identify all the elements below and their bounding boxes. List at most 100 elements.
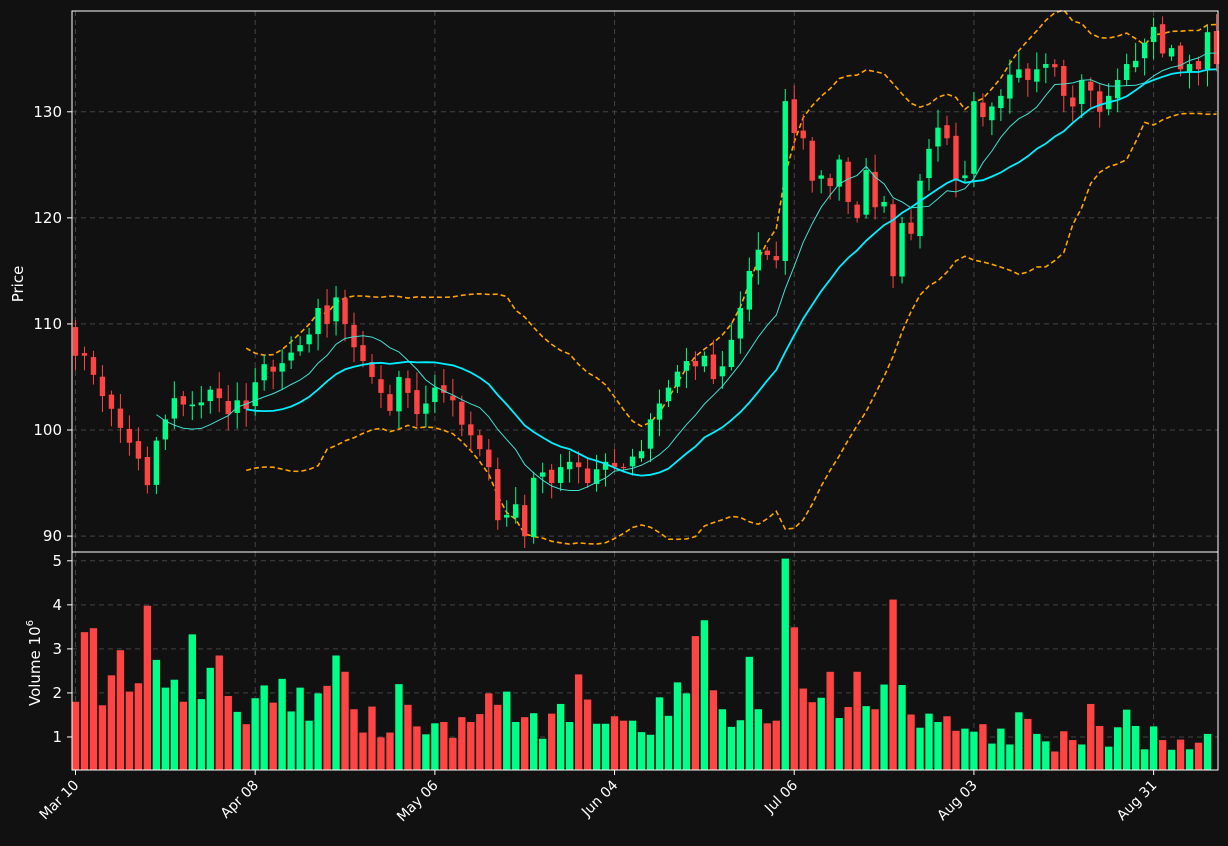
candle-body: [225, 401, 231, 415]
volume-bar: [251, 698, 259, 770]
volume-bar: [206, 667, 214, 770]
candle-body: [566, 461, 573, 470]
volume-tick-label: 5: [52, 552, 62, 570]
moving-average-lines: [156, 52, 1217, 491]
candle-body: [845, 161, 851, 202]
candles: [72, 14, 1220, 549]
candle-body: [270, 366, 276, 372]
candle-body: [396, 376, 402, 412]
candle-body: [378, 379, 384, 393]
volume-axis-label-text: Volume 10: [26, 626, 44, 706]
volume-bar: [467, 721, 475, 770]
candle-body: [432, 387, 438, 403]
candle-body: [1132, 60, 1139, 68]
bollinger-bands: [245, 9, 1217, 545]
volume-bar: [862, 706, 870, 770]
volume-bar: [1096, 725, 1104, 770]
volume-bar: [323, 685, 331, 770]
candle-body: [1168, 48, 1175, 57]
candle-body: [468, 424, 474, 436]
volume-bar: [763, 723, 771, 770]
candle-body: [297, 345, 303, 352]
volume-bar: [700, 620, 709, 770]
volume-bar: [574, 674, 583, 770]
volume-bar: [71, 701, 80, 770]
volume-bar: [943, 716, 951, 770]
candle-body: [1043, 64, 1049, 68]
volume-bar: [1185, 749, 1194, 770]
candle-body: [1079, 79, 1085, 105]
volume-bar: [1194, 742, 1203, 770]
volume-bar: [125, 691, 134, 770]
volume-bar: [1069, 740, 1077, 770]
volume-tick-label: 3: [52, 640, 62, 658]
candle-body: [351, 324, 357, 348]
candle-body: [1186, 64, 1193, 72]
price-tick-label: 100: [33, 421, 62, 439]
volume-bar: [179, 701, 187, 770]
candle-body: [1177, 45, 1184, 70]
volume-bar: [727, 726, 736, 770]
volume-bar: [377, 737, 385, 770]
volume-axis-label: Volume 106: [25, 620, 44, 706]
volume-bar: [314, 693, 322, 770]
candle-body: [548, 469, 555, 484]
volume-bar: [988, 743, 996, 770]
volume-bar: [610, 716, 619, 770]
volume-bar: [278, 678, 286, 770]
candle-body: [477, 435, 483, 450]
volume-bar: [718, 709, 727, 770]
candle-body: [504, 514, 510, 518]
candle-body: [674, 371, 681, 387]
candle-body: [1195, 61, 1202, 70]
volume-bar: [673, 682, 682, 770]
volume-bar: [1176, 739, 1185, 770]
volume-bar: [512, 721, 520, 770]
volume-bar: [592, 723, 601, 770]
volume-bar: [781, 558, 789, 770]
volume-bar: [754, 709, 762, 770]
volume-bar: [691, 636, 700, 770]
candle-body: [306, 334, 312, 345]
candle-body: [1034, 69, 1040, 82]
candle-body: [917, 180, 923, 237]
volume-bar: [224, 696, 232, 770]
candle-body: [1025, 68, 1031, 80]
volume-bar: [1167, 749, 1176, 770]
candle-body: [602, 461, 609, 470]
candle-body: [1016, 69, 1022, 78]
candle-body: [656, 403, 663, 420]
volume-bar: [1140, 749, 1149, 770]
volume-bar: [170, 679, 179, 770]
volume-bar: [530, 713, 538, 770]
candle-body: [252, 382, 258, 407]
volume-bar: [197, 699, 205, 770]
candle-body: [989, 106, 995, 121]
candle-body: [971, 101, 977, 174]
candle-body: [719, 366, 726, 377]
volume-tick-label: 4: [52, 596, 62, 614]
candle-body: [746, 270, 753, 310]
volume-bar: [188, 634, 196, 770]
candle-body: [162, 419, 169, 440]
volume-bar: [1024, 718, 1032, 770]
candle-body: [899, 223, 905, 277]
volume-bar: [835, 718, 843, 770]
candle-body: [1007, 74, 1013, 99]
candle-body: [782, 101, 788, 261]
volume-bar: [583, 699, 592, 770]
volume-bar: [485, 693, 493, 770]
candle-body: [1141, 42, 1148, 59]
candle-body: [755, 249, 761, 271]
candle-body: [881, 201, 887, 207]
candle-body: [495, 469, 501, 521]
volume-bar: [556, 703, 565, 770]
candle-body: [1150, 26, 1157, 42]
volume-bar: [709, 690, 718, 770]
volume-bar: [242, 724, 250, 770]
volume-bar: [619, 720, 628, 770]
candle-body: [890, 204, 896, 277]
price-axis-label: Price: [9, 266, 27, 303]
volume-bar: [503, 691, 511, 770]
